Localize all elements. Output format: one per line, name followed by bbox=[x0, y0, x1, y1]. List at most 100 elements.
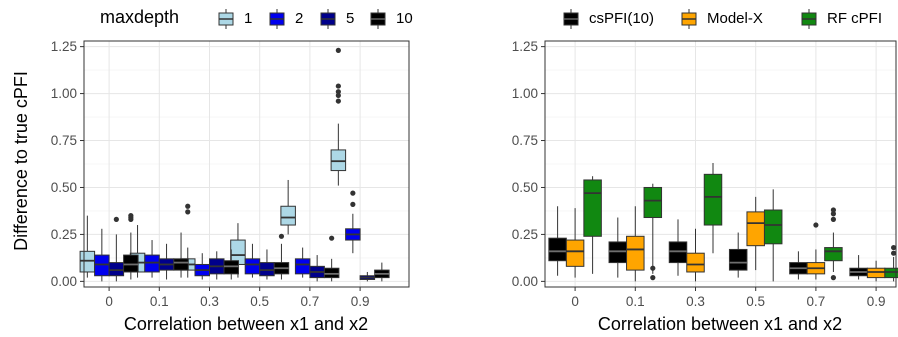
x-axis-title: Correlation between x1 and x2 bbox=[124, 314, 368, 334]
x-tick-label: 0.5 bbox=[746, 294, 765, 309]
panel-right: 0.00 0.25 0.50 0.75 1.00 1.25 0 0.1 0.3 0.5 0.7 0.… bbox=[512, 39, 898, 334]
box bbox=[746, 211, 765, 247]
boxplot bbox=[280, 179, 296, 235]
x-tick-label: 0.3 bbox=[200, 294, 219, 309]
boxplot bbox=[309, 255, 325, 282]
y-axis-ticks: 0.00 0.25 0.50 0.75 1.00 1.25 bbox=[512, 39, 545, 289]
legend-left: maxdepth 1 2 5 bbox=[100, 7, 413, 29]
y-tick-label: 0.25 bbox=[512, 227, 538, 242]
box bbox=[583, 179, 602, 237]
box bbox=[686, 252, 705, 273]
outlier-point bbox=[891, 244, 897, 251]
outlier-point bbox=[278, 233, 285, 239]
y-tick-label: 0.75 bbox=[512, 133, 538, 148]
boxplots bbox=[548, 163, 898, 282]
x-tick-label: 0.7 bbox=[301, 294, 320, 309]
boxplot bbox=[323, 235, 340, 282]
x-axis-title: Correlation between x1 and x2 bbox=[598, 314, 842, 334]
outlier-point bbox=[113, 216, 119, 222]
outlier-point bbox=[350, 190, 356, 196]
boxplot bbox=[565, 208, 585, 278]
boxplot bbox=[259, 249, 275, 280]
boxplot bbox=[866, 260, 886, 282]
outlier-point bbox=[830, 275, 837, 281]
boxplot bbox=[79, 215, 96, 278]
x-tick-label: 0.1 bbox=[150, 294, 169, 309]
boxplot bbox=[703, 163, 723, 254]
boxplot bbox=[608, 217, 628, 278]
legend-label: RF cPFI bbox=[827, 10, 882, 27]
boxplot bbox=[294, 247, 311, 278]
boxplot bbox=[244, 243, 261, 278]
box bbox=[323, 267, 340, 279]
outlier-point bbox=[335, 92, 341, 99]
boxplot bbox=[223, 249, 239, 280]
box bbox=[626, 235, 645, 271]
x-tick-label: 0 bbox=[571, 294, 579, 309]
y-tick-label: 1.00 bbox=[512, 86, 538, 101]
boxplot bbox=[548, 206, 567, 276]
box bbox=[244, 258, 261, 275]
boxplot bbox=[626, 206, 645, 282]
boxplot bbox=[345, 190, 361, 254]
legend-item: 10 bbox=[370, 9, 413, 29]
y-tick-label: 1.25 bbox=[51, 39, 77, 54]
y-axis-ticks: 0.00 0.25 0.50 0.75 1.00 1.25 bbox=[51, 39, 84, 289]
x-axis-ticks: 0 0.1 0.3 0.5 0.7 0.9 bbox=[105, 287, 369, 309]
boxplot bbox=[643, 183, 663, 281]
outlier-point bbox=[335, 89, 341, 95]
box bbox=[294, 258, 311, 275]
legend-label: csPFI(10) bbox=[589, 10, 654, 27]
boxplot bbox=[746, 196, 765, 271]
boxplot bbox=[330, 47, 347, 186]
panel-frame bbox=[544, 40, 897, 288]
legend-item: RF cPFI bbox=[801, 9, 882, 29]
legend-label: Model-X bbox=[707, 10, 763, 27]
outlier-point bbox=[830, 211, 837, 217]
box bbox=[668, 241, 688, 264]
legend-key-icon bbox=[269, 9, 285, 29]
box bbox=[763, 209, 783, 245]
box bbox=[280, 205, 296, 226]
box bbox=[703, 173, 723, 226]
boxplot bbox=[583, 176, 602, 274]
boxplot bbox=[884, 244, 898, 282]
boxplot bbox=[359, 271, 376, 282]
boxplot bbox=[158, 243, 175, 280]
box bbox=[884, 267, 898, 279]
legend-label: 2 bbox=[295, 10, 303, 27]
panel-left: 0.00 0.25 0.50 0.75 1.00 1.25 0 0.1 0.3 0.5 0.7 0.… bbox=[11, 39, 410, 334]
box bbox=[330, 149, 347, 172]
boxplot bbox=[94, 228, 110, 282]
box bbox=[824, 247, 843, 262]
boxplot bbox=[824, 207, 843, 281]
x-tick-label: 0.9 bbox=[351, 294, 370, 309]
box bbox=[94, 254, 110, 277]
legend-key-icon bbox=[370, 9, 386, 29]
y-tick-label: 0.00 bbox=[512, 274, 538, 289]
box bbox=[144, 254, 160, 273]
boxplot bbox=[728, 232, 748, 278]
legend-item: Model-X bbox=[681, 9, 763, 29]
outlier-point bbox=[329, 235, 335, 241]
outlier-point bbox=[350, 201, 356, 207]
outlier-point bbox=[650, 265, 656, 271]
box bbox=[173, 258, 189, 271]
outlier-point bbox=[891, 250, 897, 256]
boxplot bbox=[194, 253, 210, 280]
y-tick-label: 0.25 bbox=[51, 227, 77, 242]
boxplot bbox=[144, 240, 160, 278]
x-axis-ticks: 0 0.1 0.3 0.5 0.7 0.9 bbox=[571, 287, 885, 309]
box bbox=[223, 260, 239, 275]
x-tick-label: 0.1 bbox=[626, 294, 645, 309]
boxplot bbox=[123, 213, 139, 280]
y-axis-title: Difference to true cPFI bbox=[11, 71, 31, 251]
boxplot bbox=[273, 233, 290, 280]
legend-title: maxdepth bbox=[100, 7, 179, 27]
box bbox=[108, 262, 125, 277]
boxplot bbox=[374, 262, 390, 282]
boxplot bbox=[763, 189, 783, 282]
box bbox=[123, 254, 139, 273]
boxplot bbox=[849, 255, 868, 280]
y-tick-label: 1.00 bbox=[51, 86, 77, 101]
